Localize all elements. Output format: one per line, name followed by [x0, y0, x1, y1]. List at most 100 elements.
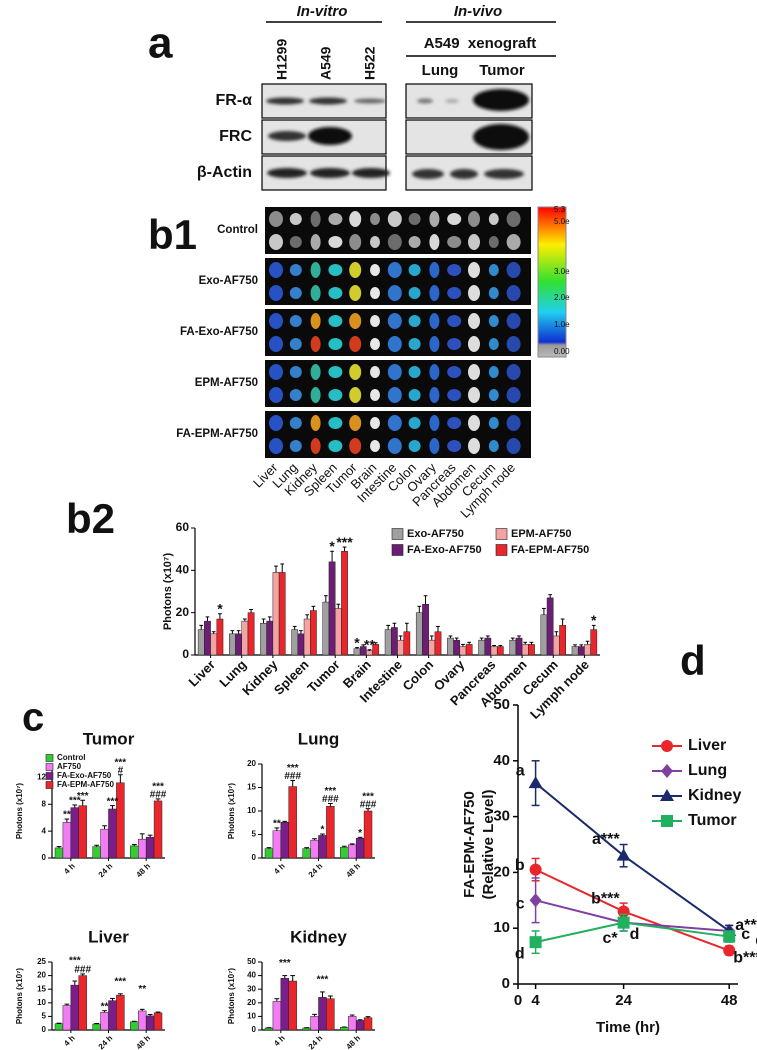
organ [408, 236, 421, 248]
legend-label: Liver [688, 737, 726, 754]
legend-label: FA-EPM-AF750 [511, 544, 589, 556]
organ [289, 338, 302, 350]
x-tick-label: Tumor [304, 657, 343, 696]
point-label: a*** [592, 831, 620, 848]
annotation: *** [152, 782, 164, 793]
annotation: * [321, 825, 325, 836]
organ [408, 315, 421, 327]
bar [459, 646, 467, 656]
bar [326, 806, 335, 859]
marker [529, 936, 542, 949]
band [352, 168, 390, 178]
bar [496, 646, 504, 656]
legend-swatch [495, 544, 508, 556]
marker [660, 789, 674, 801]
y-tick-label: 20 [176, 605, 190, 619]
y-tick-label: 0 [502, 975, 510, 992]
organ [289, 236, 302, 248]
point-label: c [741, 926, 750, 943]
organ [468, 364, 480, 380]
bar [153, 1012, 163, 1031]
lane-label: A549 [318, 46, 334, 80]
marker [661, 740, 673, 752]
bar [92, 846, 101, 859]
organ [289, 417, 302, 429]
annotation: ** [101, 1001, 109, 1012]
point-label: b*** [733, 950, 757, 967]
organ [488, 287, 499, 299]
annotation: *** [77, 791, 89, 802]
organ [408, 440, 421, 452]
bar [108, 1000, 117, 1031]
organ [447, 389, 462, 401]
y-tick-label: 30 [247, 984, 256, 993]
bar [92, 1023, 101, 1031]
organ [447, 236, 462, 248]
imaging-panel [265, 207, 531, 458]
marker [723, 944, 736, 957]
annotation: ### [284, 771, 301, 782]
organ [506, 415, 521, 431]
bar [78, 805, 87, 859]
organ [488, 366, 499, 378]
organ [429, 234, 440, 250]
bar [428, 639, 436, 656]
bar [278, 572, 286, 656]
bar [116, 994, 125, 1031]
legend-label: AF750 [57, 762, 82, 771]
legend-swatch [45, 772, 54, 780]
bar [288, 786, 297, 859]
organ [429, 364, 440, 380]
bar [584, 644, 591, 656]
organ [310, 364, 321, 380]
y-tick-label: 10 [247, 1012, 256, 1021]
y-tick-label: 40 [176, 563, 190, 577]
bar [334, 608, 342, 656]
organ [328, 417, 343, 429]
organ [447, 338, 462, 350]
marker [661, 815, 673, 827]
row-label: Control [217, 224, 258, 236]
bar [528, 644, 535, 656]
bar [521, 644, 529, 656]
legend-label: Lung [688, 762, 727, 779]
organ [506, 387, 521, 403]
chart-title: Liver [88, 927, 129, 946]
bar [145, 836, 155, 859]
organ [370, 366, 380, 378]
legend-swatch [45, 763, 54, 771]
marker [528, 776, 543, 789]
organ [349, 234, 362, 250]
organ [328, 264, 343, 276]
organ [429, 262, 440, 278]
organ [429, 313, 440, 329]
organ [269, 211, 283, 227]
bar [204, 620, 211, 656]
y-tick-label: 0 [252, 1025, 257, 1034]
organ [387, 262, 402, 278]
band [266, 97, 304, 105]
annotation: # [118, 765, 124, 776]
annotation: *** [336, 534, 353, 550]
annotation: ### [360, 799, 377, 810]
y-tick-label: 20 [493, 863, 510, 880]
y-tick-label: 0 [252, 853, 257, 862]
organ [447, 366, 462, 378]
organ [370, 264, 380, 276]
organ [506, 364, 521, 380]
bar [326, 998, 335, 1031]
point-label: d [515, 945, 525, 962]
organ [370, 417, 380, 429]
organ [349, 364, 362, 380]
organ [488, 236, 499, 248]
band [354, 98, 386, 104]
bar [264, 1027, 274, 1031]
annotation: *** [107, 796, 119, 807]
organ [506, 336, 521, 352]
y-tick-label: 10 [247, 806, 256, 815]
bar [264, 848, 274, 859]
point-label: d [630, 926, 640, 943]
x-tick-label: 48 h [344, 1033, 362, 1050]
organ [328, 236, 343, 248]
